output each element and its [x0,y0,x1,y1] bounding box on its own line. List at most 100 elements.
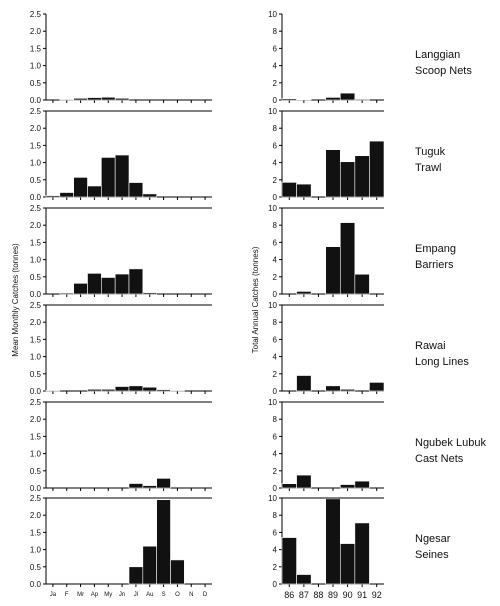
year-label: 91 [357,590,367,600]
annual-bar [297,376,312,391]
gear-name-line2: Cast Nets [415,453,464,465]
annual-bar [282,182,297,197]
annual-bar [340,485,355,488]
gear-name-line1: Langgian [415,49,460,61]
monthly-bar [157,478,171,488]
month-label: Jn [119,592,125,598]
monthly-bar [115,387,129,391]
monthly-y-tick-label: 1.0 [30,353,42,362]
month-label: D [203,592,208,598]
annual-y-tick-label: 8 [273,511,278,520]
monthly-bar [171,560,185,584]
gear-name-line1: Ngesar [415,533,451,545]
gear-name-line1: Ngubek Lubuk [415,437,486,449]
monthly-y-tick-label: 1.5 [30,432,42,441]
annual-bar [369,141,384,197]
monthly-y-tick-label: 1.0 [30,450,42,459]
annual-bar [355,99,370,100]
gear-name-line1: Rawai [415,340,446,352]
annual-y-tick-label: 4 [273,62,278,71]
monthly-bar [60,193,74,197]
annual-bar [282,538,297,584]
year-label: 89 [328,590,338,600]
annual-y-tick-label: 10 [268,301,277,310]
gear-name-line1: Empang [415,243,456,255]
gear-name-line1: Tuguk [415,146,446,158]
monthly-y-tick-label: 1.5 [30,528,42,537]
annual-y-tick-label: 8 [273,124,278,133]
year-label: 88 [313,590,323,600]
annual-bar [355,274,370,294]
monthly-y-tick-label: 1.5 [30,44,42,53]
annual-bar [297,184,312,197]
monthly-bar [101,389,115,391]
monthly-y-tick-label: 0.5 [30,176,42,185]
annual-y-tick-label: 10 [268,204,277,213]
monthly-y-tick-label: 2.0 [30,511,42,520]
monthly-y-tick-label: 2.5 [30,494,42,503]
monthly-bar [88,98,102,100]
gear-name-line2: Scoop Nets [415,65,472,77]
annual-y-tick-label: 0 [273,290,278,299]
annual-bar [355,523,370,584]
monthly-y-tick-label: 2.5 [30,301,42,310]
annual-y-tick-label: 2 [273,370,278,379]
monthly-bar [143,486,157,488]
annual-bar [326,247,341,294]
monthly-bar [129,269,143,294]
monthly-y-tick-label: 2.0 [30,221,42,230]
monthly-bar [74,283,88,294]
month-label: O [175,592,180,598]
month-label: S [162,592,166,598]
month-label: My [104,592,112,598]
monthly-y-tick-label: 0.0 [30,484,42,493]
monthly-bar [157,500,171,584]
monthly-y-tick-label: 2.0 [30,318,42,327]
annual-y-tick-label: 8 [273,27,278,36]
month-label: Mr [77,592,84,598]
year-label: 86 [284,590,294,600]
gear-name-line2: Trawl [415,162,441,174]
monthly-y-tick-label: 0.5 [30,273,42,282]
monthly-y-tick-label: 2.0 [30,124,42,133]
annual-y-tick-label: 4 [273,450,278,459]
annual-y-tick-label: 8 [273,221,278,230]
monthly-bar [129,567,143,584]
annual-bar [355,481,370,488]
gear-name-line2: Long Lines [415,356,469,368]
annual-y-tick-label: 4 [273,546,278,555]
monthly-y-tick-label: 0.0 [30,193,42,202]
annual-bar [297,475,312,488]
monthly-bar [101,97,115,100]
annual-y-tick-label: 0 [273,387,278,396]
monthly-bar [101,277,115,294]
month-label: Ap [91,592,99,598]
year-label: 90 [343,590,353,600]
annual-y-tick-label: 0 [273,484,278,493]
annual-y-tick-label: 0 [273,580,278,589]
annual-y-tick-label: 6 [273,141,278,150]
year-label: 87 [299,590,309,600]
monthly-bar [143,194,157,197]
monthly-bar [129,183,143,197]
monthly-bar [88,273,102,294]
monthly-y-tick-label: 1.0 [30,256,42,265]
annual-bar [340,389,355,391]
monthly-bar [129,484,143,488]
month-label: F [65,592,69,598]
monthly-bar [88,389,102,391]
right-y-axis-label: Total Annual Catches (tonnes) [251,246,260,353]
annual-bar [282,99,297,100]
annual-y-tick-label: 2 [273,563,278,572]
monthly-y-tick-label: 0.0 [30,290,42,299]
month-label: Ja [50,592,57,598]
annual-y-tick-label: 0 [273,193,278,202]
monthly-y-tick-label: 1.0 [30,62,42,71]
monthly-bar [46,196,60,197]
annual-bar [340,223,355,294]
